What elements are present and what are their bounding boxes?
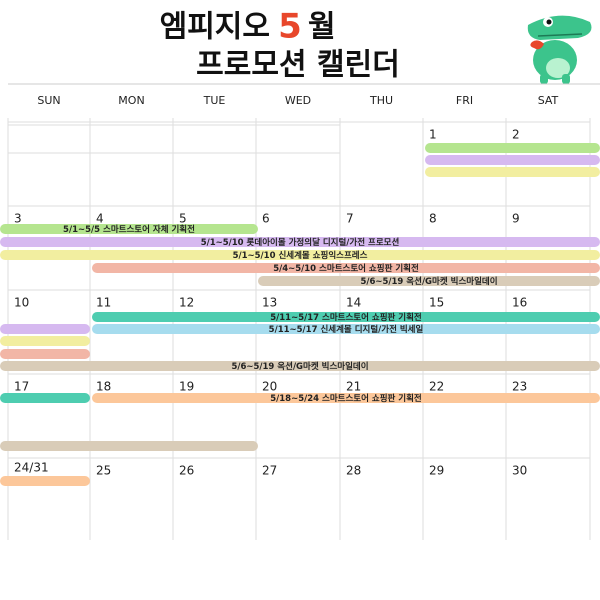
date: 10 bbox=[14, 296, 29, 310]
title-subtitle: 프로모션 캘린더 bbox=[196, 48, 400, 83]
event-bar bbox=[0, 324, 90, 334]
date: 19 bbox=[179, 380, 194, 394]
event-label: 5/6~5/19 옥션/G마켓 빅스마일데이 bbox=[231, 361, 368, 372]
weekday: FRI bbox=[456, 94, 473, 107]
event-bar bbox=[0, 361, 600, 371]
date: 7 bbox=[346, 212, 354, 226]
event-bar bbox=[0, 336, 90, 346]
event-bar bbox=[258, 276, 600, 286]
weekday: SAT bbox=[538, 94, 559, 107]
date: 2 bbox=[512, 128, 520, 142]
event-bar bbox=[0, 349, 90, 359]
date: 1 bbox=[429, 128, 437, 142]
date: 3 bbox=[14, 212, 22, 226]
weekday: WED bbox=[285, 94, 311, 107]
date: 17 bbox=[14, 380, 29, 394]
date: 30 bbox=[512, 464, 527, 478]
date: 4 bbox=[96, 212, 104, 226]
weekday: SUN bbox=[37, 94, 60, 107]
date: 23 bbox=[512, 380, 527, 394]
date: 14 bbox=[346, 296, 361, 310]
date: 5 bbox=[179, 212, 187, 226]
event-bar bbox=[92, 324, 600, 334]
date: 22 bbox=[429, 380, 444, 394]
event-label: 5/1~5/10 신세계몰 쇼핑익스프레스 bbox=[233, 250, 368, 261]
event-bar bbox=[92, 312, 600, 322]
title-brand: 엠피지오 bbox=[160, 10, 270, 45]
event-bar bbox=[425, 167, 600, 177]
date: 25 bbox=[96, 464, 111, 478]
date: 29 bbox=[429, 464, 444, 478]
event-bar bbox=[0, 476, 90, 486]
event-bar bbox=[0, 224, 258, 234]
date: 28 bbox=[346, 464, 361, 478]
date: 21 bbox=[346, 380, 361, 394]
date: 9 bbox=[512, 212, 520, 226]
date: 13 bbox=[262, 296, 277, 310]
title-suffix: 월 bbox=[308, 10, 336, 45]
event-label: 5/1~5/10 롯데아이몰 가정의달 디지털/가전 프로모션 bbox=[201, 237, 400, 248]
weekday: MON bbox=[118, 94, 144, 107]
event-label: 5/6~5/19 옥션/G마켓 빅스마일데이 bbox=[360, 276, 497, 287]
event-bar bbox=[92, 393, 600, 403]
event-label: 5/1~5/5 스마트스토어 자체 기획전 bbox=[63, 224, 195, 235]
event-bar bbox=[0, 393, 90, 403]
event-label: 5/18~5/24 스마트스토어 쇼핑판 기획전 bbox=[270, 393, 422, 404]
event-label: 5/11~5/17 신세계몰 디지털/가전 빅세일 bbox=[269, 324, 424, 335]
weekday: TUE bbox=[203, 94, 226, 107]
date: 16 bbox=[512, 296, 527, 310]
date: 20 bbox=[262, 380, 277, 394]
weekday: THU bbox=[369, 94, 393, 107]
event-bar bbox=[425, 143, 600, 153]
date: 8 bbox=[429, 212, 437, 226]
event-bar bbox=[92, 263, 600, 273]
empty-box bbox=[7, 124, 341, 154]
date: 6 bbox=[262, 212, 270, 226]
event-bar bbox=[0, 250, 600, 260]
date: 18 bbox=[96, 380, 111, 394]
date: 15 bbox=[429, 296, 444, 310]
mascot bbox=[527, 15, 592, 84]
event-label: 5/11~5/17 스마트스토어 쇼핑판 기획전 bbox=[270, 312, 422, 323]
date: 27 bbox=[262, 464, 277, 478]
event-bar bbox=[0, 441, 258, 451]
date: 12 bbox=[179, 296, 194, 310]
event-label: 5/4~5/10 스마트스토어 쇼핑판 기획전 bbox=[273, 263, 419, 274]
date: 24/31 bbox=[14, 461, 49, 475]
date: 26 bbox=[179, 464, 194, 478]
date: 11 bbox=[96, 296, 111, 310]
event-bar bbox=[425, 155, 600, 165]
event-bar bbox=[0, 237, 600, 247]
title-month: 5 bbox=[278, 7, 302, 47]
